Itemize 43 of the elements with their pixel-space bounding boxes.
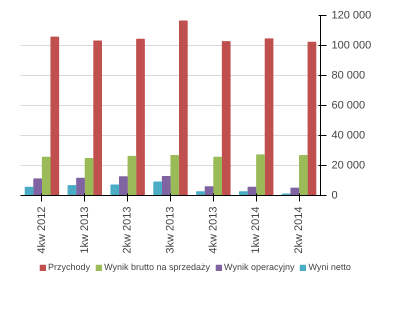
- bar: [136, 38, 145, 196]
- y-tick-label: 80 000: [332, 70, 366, 82]
- bar: [204, 186, 214, 196]
- legend-label: Wyni netto: [308, 262, 351, 272]
- bar: [24, 186, 34, 196]
- bar: [248, 186, 256, 196]
- x-tick-label: 2kw 2013: [122, 206, 134, 254]
- bar: [222, 41, 231, 196]
- y-tick-label: 60 000: [332, 100, 366, 112]
- x-tick-label: 1kw 2013: [78, 206, 91, 254]
- bar: [179, 20, 188, 196]
- x-tick-label: 1kw 2014: [250, 206, 262, 254]
- bar: [76, 178, 85, 196]
- x-tick-label: 4kw 2012: [36, 206, 48, 254]
- bar: [68, 185, 76, 196]
- legend-label: Przychody: [48, 262, 90, 272]
- bar: [170, 154, 180, 196]
- legend-label: Wynik operacyjny: [224, 262, 294, 272]
- bar: [42, 156, 51, 196]
- y-tick-label: 0: [332, 190, 338, 202]
- bar: [119, 176, 128, 196]
- bar: [264, 38, 274, 196]
- bar: [33, 178, 42, 196]
- bar: [213, 156, 222, 196]
- bar: [256, 154, 265, 196]
- y-tick-label: 100 000: [332, 40, 372, 52]
- x-tick-label: 3kw 2013: [164, 206, 176, 254]
- x-tick-label: 4kw 2013: [207, 206, 220, 254]
- y-tick-label: 40 000: [332, 130, 366, 142]
- bar: [299, 154, 308, 196]
- legend-label: Wynik brutto na sprzedaży: [104, 262, 210, 272]
- bar: [110, 184, 120, 196]
- bar: [162, 176, 171, 196]
- y-tick-label: 120 000: [332, 10, 372, 22]
- bar: [50, 36, 60, 196]
- bar: [290, 188, 300, 196]
- y-tick-label: 20 000: [332, 160, 366, 172]
- bar: [153, 182, 162, 196]
- bar: [128, 156, 136, 196]
- bar: [84, 158, 94, 196]
- bar: [308, 42, 316, 196]
- x-tick-label: 2kw 2014: [293, 206, 306, 254]
- bar: [93, 40, 102, 196]
